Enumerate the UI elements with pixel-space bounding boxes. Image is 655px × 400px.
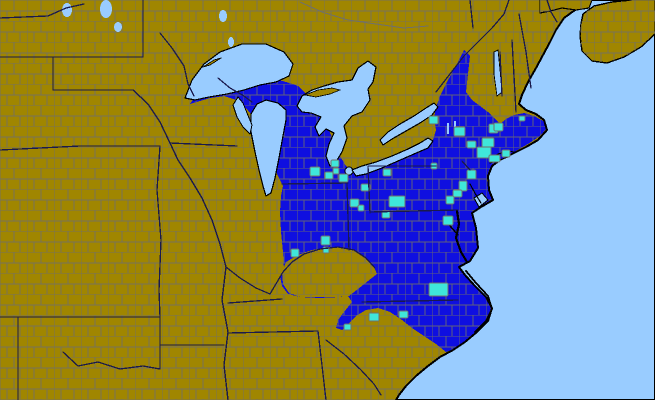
delaware-river <box>469 183 482 204</box>
state-border-me-nh <box>518 13 532 89</box>
state-border-canada-mn <box>0 3 85 19</box>
small-lake-5 <box>228 37 234 47</box>
state-border-ny-vt <box>499 51 503 97</box>
state-border-on-qc <box>469 0 474 29</box>
state-border-al-ga <box>317 330 327 400</box>
state-border-mi-south <box>281 182 349 185</box>
river-mississippi <box>132 89 229 400</box>
alert-county-spot[interactable] <box>442 215 454 226</box>
lake-ontario <box>379 102 439 146</box>
chesapeake-bay <box>454 209 469 264</box>
alert-county-spot[interactable] <box>330 159 340 168</box>
green-bay <box>232 96 253 135</box>
state-border-wi-il <box>169 142 238 147</box>
coastal-detail-layer <box>442 0 655 333</box>
state-border-oh-pa <box>367 165 371 214</box>
alert-county-spot[interactable] <box>428 115 439 125</box>
finger-lake-east <box>454 121 456 131</box>
state-border-wi-mi <box>217 77 253 103</box>
alert-county-spot[interactable] <box>290 248 300 258</box>
outer-banks <box>465 270 493 333</box>
alert-county-spot[interactable] <box>466 140 477 149</box>
alert-county-spot[interactable] <box>368 312 380 322</box>
state-borders-layer <box>0 0 558 400</box>
small-lake-4 <box>219 10 227 22</box>
alert-county-spot[interactable] <box>357 204 365 212</box>
nova-scotia-county-grid <box>580 0 655 63</box>
alert-county-spot[interactable] <box>349 198 360 208</box>
alert-county-spot[interactable] <box>488 154 501 163</box>
state-border-va-nc <box>361 299 459 303</box>
state-border-ne-ks-ia-mo <box>0 145 161 151</box>
manitoulin-island <box>304 87 341 98</box>
alert-county-spot[interactable] <box>320 235 331 246</box>
alert-county-spot[interactable] <box>309 166 321 177</box>
state-border-vt-nh <box>511 39 517 113</box>
alert-county-spot[interactable] <box>360 183 371 192</box>
small-lake-2 <box>100 0 112 18</box>
river-st-lawrence <box>435 0 510 93</box>
state-border-mason-dixon <box>369 209 459 213</box>
alert-county-spot[interactable] <box>453 126 466 137</box>
alert-county-spot[interactable] <box>518 115 526 122</box>
lake-huron <box>296 60 377 167</box>
alert-county-spot[interactable] <box>445 195 455 205</box>
alert-county-spot[interactable] <box>452 189 463 198</box>
lake-superior <box>184 43 294 101</box>
state-border-ky-tn <box>227 298 283 304</box>
state-border-me-nb <box>546 0 558 23</box>
finger-lake-west <box>447 123 449 134</box>
alert-county-spot[interactable] <box>501 149 511 158</box>
state-border-mn-wi <box>159 32 195 97</box>
alert-county-spot[interactable] <box>466 169 477 180</box>
alert-county-spot[interactable] <box>476 146 492 159</box>
alert-county-spot[interactable] <box>458 180 468 192</box>
new-brunswick-corner-county-grid <box>540 0 592 13</box>
alert-county-spot[interactable] <box>428 282 449 297</box>
state-border-in-oh <box>346 183 350 251</box>
state-border-ga-sc <box>325 339 382 396</box>
isle-royale <box>202 57 222 68</box>
alert-county-spot[interactable] <box>481 137 495 148</box>
alert-county-spot[interactable] <box>398 310 409 319</box>
alert-county-spot[interactable] <box>343 323 352 331</box>
lake-michigan <box>250 99 287 197</box>
small-lake-3 <box>114 22 122 32</box>
state-border-tn-south <box>227 330 319 334</box>
alert-county-spot[interactable] <box>382 168 392 177</box>
alert-county-spot[interactable] <box>324 171 334 180</box>
state-border-ny-nj <box>461 160 471 171</box>
state-border-mo-west <box>156 145 162 318</box>
alert-county-spot[interactable] <box>493 122 504 132</box>
atlantic-ocean <box>395 0 655 400</box>
alert-counties-layer[interactable] <box>290 115 526 331</box>
state-border-red-river <box>62 351 161 370</box>
small-lake-1 <box>62 3 72 17</box>
river-ohio <box>225 246 376 295</box>
alert-county-spot[interactable] <box>332 167 340 175</box>
alert-county-spot[interactable] <box>388 195 406 208</box>
alert-county-spot[interactable] <box>338 173 349 183</box>
river-ottawa <box>299 1 429 29</box>
